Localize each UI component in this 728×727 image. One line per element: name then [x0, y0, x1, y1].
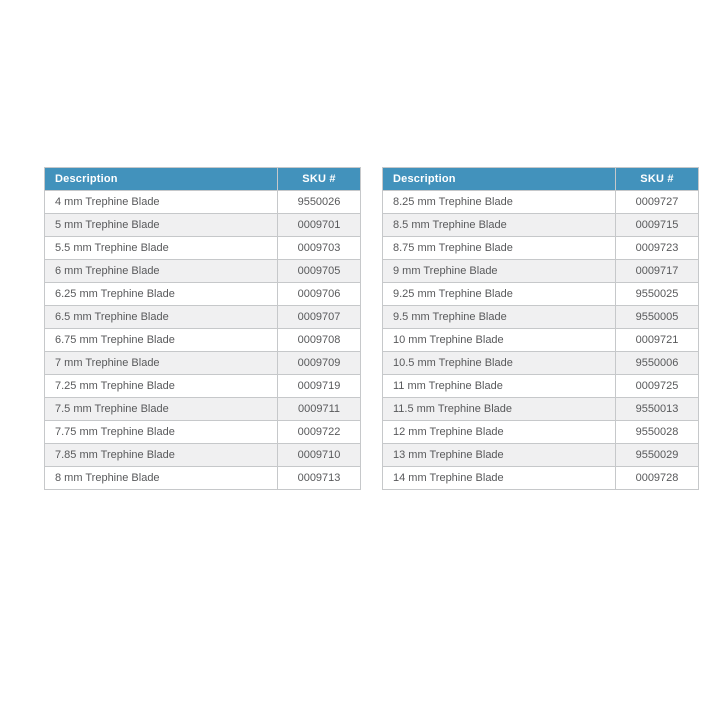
description-cell: 8.25 mm Trephine Blade [382, 190, 616, 214]
sku-cell: 9550006 [615, 351, 699, 375]
sku-cell: 0009707 [277, 305, 361, 329]
sku-cell: 0009727 [615, 190, 699, 214]
description-cell: 12 mm Trephine Blade [382, 420, 616, 444]
sku-cell: 0009711 [277, 397, 361, 421]
description-cell: 7.75 mm Trephine Blade [44, 420, 278, 444]
sku-cell: 9550029 [615, 443, 699, 467]
description-cell: 6 mm Trephine Blade [44, 259, 278, 283]
table-row: 8 mm Trephine Blade 0009713 [44, 466, 361, 490]
sku-cell: 0009709 [277, 351, 361, 375]
sku-cell: 0009703 [277, 236, 361, 260]
table-row: 9 mm Trephine Blade 0009717 [382, 259, 699, 283]
sku-cell: 9550025 [615, 282, 699, 306]
sku-cell: 0009719 [277, 374, 361, 398]
sku-cell: 0009715 [615, 213, 699, 237]
sku-cell: 0009708 [277, 328, 361, 352]
description-cell: 5 mm Trephine Blade [44, 213, 278, 237]
description-cell: 7.85 mm Trephine Blade [44, 443, 278, 467]
sku-cell: 0009705 [277, 259, 361, 283]
table-row: 6.5 mm Trephine Blade 0009707 [44, 305, 361, 329]
sku-cell: 0009721 [615, 328, 699, 352]
description-cell: 7.5 mm Trephine Blade [44, 397, 278, 421]
sku-cell: 0009713 [277, 466, 361, 490]
table-row: 11 mm Trephine Blade 0009725 [382, 374, 699, 398]
trephine-blade-table-right: Description SKU # 8.25 mm Trephine Blade… [382, 167, 699, 490]
table-row: 5 mm Trephine Blade 0009701 [44, 213, 361, 237]
table-row: 7 mm Trephine Blade 0009709 [44, 351, 361, 375]
table-row: 6.25 mm Trephine Blade 0009706 [44, 282, 361, 306]
table-row: 5.5 mm Trephine Blade 0009703 [44, 236, 361, 260]
description-cell: 6.25 mm Trephine Blade [44, 282, 278, 306]
header-row: Description SKU # [44, 167, 361, 191]
column-header-description: Description [382, 167, 616, 191]
description-cell: 7 mm Trephine Blade [44, 351, 278, 375]
table-row: 13 mm Trephine Blade 9550029 [382, 443, 699, 467]
description-cell: 7.25 mm Trephine Blade [44, 374, 278, 398]
table-row: 7.75 mm Trephine Blade 0009722 [44, 420, 361, 444]
description-cell: 11.5 mm Trephine Blade [382, 397, 616, 421]
table-body: 8.25 mm Trephine Blade 0009727 8.5 mm Trep… [382, 190, 699, 490]
table-row: 9.25 mm Trephine Blade 9550025 [382, 282, 699, 306]
table-row: 7.25 mm Trephine Blade 0009719 [44, 374, 361, 398]
description-cell: 8.75 mm Trephine Blade [382, 236, 616, 260]
description-cell: 10.5 mm Trephine Blade [382, 351, 616, 375]
sku-cell: 0009728 [615, 466, 699, 490]
table-row: 9.5 mm Trephine Blade 9550005 [382, 305, 699, 329]
table-body: 4 mm Trephine Blade 9550026 5 mm Trephine … [44, 190, 361, 490]
table-row: 6.75 mm Trephine Blade 0009708 [44, 328, 361, 352]
description-cell: 9.25 mm Trephine Blade [382, 282, 616, 306]
sku-cell: 9550026 [277, 190, 361, 214]
sku-cell: 0009723 [615, 236, 699, 260]
table-row: 10 mm Trephine Blade 0009721 [382, 328, 699, 352]
sku-cell: 0009717 [615, 259, 699, 283]
table-row: 4 mm Trephine Blade 9550026 [44, 190, 361, 214]
table-row: 8.75 mm Trephine Blade 0009723 [382, 236, 699, 260]
table-row: 12 mm Trephine Blade 9550028 [382, 420, 699, 444]
description-cell: 6.5 mm Trephine Blade [44, 305, 278, 329]
header-row: Description SKU # [382, 167, 699, 191]
sku-cell: 0009722 [277, 420, 361, 444]
description-cell: 14 mm Trephine Blade [382, 466, 616, 490]
description-cell: 4 mm Trephine Blade [44, 190, 278, 214]
description-cell: 5.5 mm Trephine Blade [44, 236, 278, 260]
sku-cell: 0009706 [277, 282, 361, 306]
description-cell: 6.75 mm Trephine Blade [44, 328, 278, 352]
description-cell: 13 mm Trephine Blade [382, 443, 616, 467]
sku-cell: 0009725 [615, 374, 699, 398]
sku-cell: 9550013 [615, 397, 699, 421]
table-row: 14 mm Trephine Blade 0009728 [382, 466, 699, 490]
column-header-description: Description [44, 167, 278, 191]
description-cell: 10 mm Trephine Blade [382, 328, 616, 352]
table-row: 7.5 mm Trephine Blade 0009711 [44, 397, 361, 421]
table-row: 8.25 mm Trephine Blade 0009727 [382, 190, 699, 214]
table-row: 8.5 mm Trephine Blade 0009715 [382, 213, 699, 237]
column-header-sku: SKU # [277, 167, 361, 191]
sku-cell: 0009701 [277, 213, 361, 237]
sku-cell: 0009710 [277, 443, 361, 467]
trephine-blade-table-left: Description SKU # 4 mm Trephine Blade 955… [44, 167, 361, 490]
description-cell: 9 mm Trephine Blade [382, 259, 616, 283]
table-row: 7.85 mm Trephine Blade 0009710 [44, 443, 361, 467]
table-row: 6 mm Trephine Blade 0009705 [44, 259, 361, 283]
table-row: 11.5 mm Trephine Blade 9550013 [382, 397, 699, 421]
description-cell: 11 mm Trephine Blade [382, 374, 616, 398]
sku-cell: 9550028 [615, 420, 699, 444]
description-cell: 8 mm Trephine Blade [44, 466, 278, 490]
column-header-sku: SKU # [615, 167, 699, 191]
sku-cell: 9550005 [615, 305, 699, 329]
table-row: 10.5 mm Trephine Blade 9550006 [382, 351, 699, 375]
description-cell: 8.5 mm Trephine Blade [382, 213, 616, 237]
description-cell: 9.5 mm Trephine Blade [382, 305, 616, 329]
